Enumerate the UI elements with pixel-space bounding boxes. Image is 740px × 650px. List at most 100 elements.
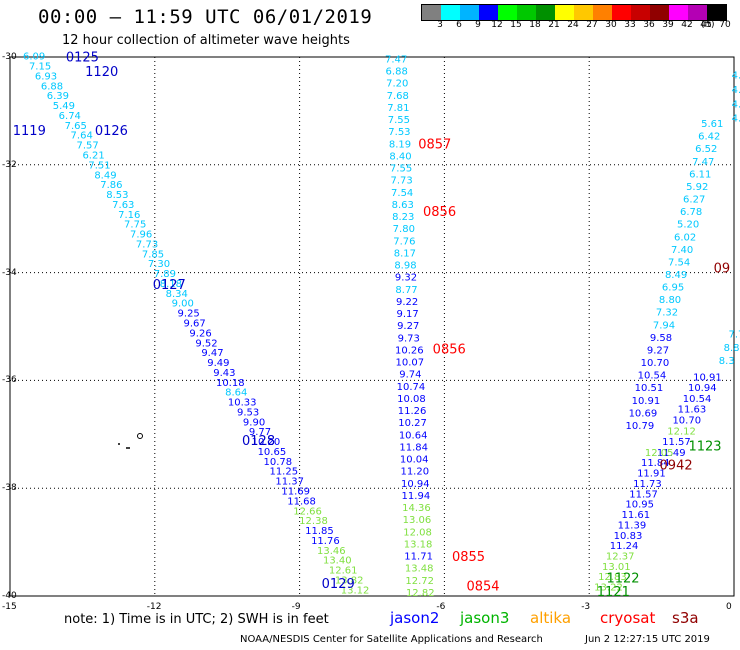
- wave-height-value: 6.95: [662, 283, 684, 294]
- wave-height-value: 8.77: [395, 285, 417, 296]
- wave-height-value: 7.47: [692, 157, 714, 168]
- wave-height-value: 12.08: [403, 527, 432, 538]
- lat-lon-grid: [9, 56, 735, 597]
- wave-height-value: 11.69: [281, 486, 310, 497]
- wave-height-value: 10.94: [688, 383, 717, 394]
- map-frame: [9, 56, 735, 597]
- wave-height-value: 7.47: [385, 54, 407, 65]
- wave-height-value: 10.69: [629, 408, 658, 419]
- wave-height-value: 13.46: [317, 546, 346, 557]
- color-scale-swatch: [688, 5, 707, 20]
- wave-height-value: 8.40: [389, 151, 411, 162]
- wave-height-value: 9.22: [396, 297, 418, 308]
- wave-height-value: 6.09: [23, 52, 45, 63]
- legend-item-s3a: s3a: [672, 609, 699, 627]
- wave-height-value: 10.94: [401, 479, 430, 490]
- wave-height-value: 5.49: [53, 101, 75, 112]
- wave-height-value: 9.17: [397, 309, 419, 320]
- pass-time-label: 0125: [66, 50, 99, 65]
- wave-height-value: 9.67: [183, 319, 205, 330]
- wave-height-value: 11.84: [399, 442, 428, 453]
- wave-height-value: 5.92: [686, 182, 708, 193]
- wave-height-value: 8.63: [392, 200, 414, 211]
- wave-height-value: 10.54: [638, 371, 667, 382]
- wave-height-value: 11.94: [402, 491, 431, 502]
- color-scale-swatch: [422, 5, 441, 20]
- wave-height-value: 11.73: [633, 479, 662, 490]
- pass-time-label: 0856: [423, 205, 456, 220]
- color-scale-swatch: [593, 5, 612, 20]
- wave-height-value: 11.71: [404, 552, 433, 563]
- color-scale-swatch: [555, 5, 574, 20]
- y-tick-label: -30: [2, 52, 17, 62]
- pass-time-label: 0856: [433, 342, 466, 357]
- wave-height-value: 13.82: [335, 575, 364, 586]
- wave-height-value: 10.18: [216, 378, 245, 389]
- wave-height-value: 12.83: [598, 572, 627, 583]
- wave-height-value: 10.26: [395, 345, 424, 356]
- wave-height-value: 11.57: [662, 437, 691, 448]
- wave-height-value: 7.76: [393, 236, 415, 247]
- color-scale-swatch: [498, 5, 517, 20]
- color-scale-label: 30: [605, 20, 617, 30]
- wave-height-value: 12.61: [329, 566, 358, 577]
- altimeter-tracks: 6.097.156.936.886.395.496.747.657.647.57…: [23, 52, 740, 599]
- y-tick-label: -36: [2, 375, 17, 386]
- wave-height-value: 10.70: [672, 416, 701, 427]
- wave-height-value: 10.91: [693, 372, 722, 383]
- wave-height-value: 8.8: [724, 343, 740, 354]
- wave-height-value: 4.: [732, 99, 740, 110]
- pass-time-label: 0128: [242, 434, 275, 449]
- wave-height-value: 13.18: [404, 539, 433, 550]
- wave-height-value: 10.64: [399, 430, 428, 441]
- pass-time-label: 0857: [418, 138, 451, 153]
- wave-height-value: 8.64: [225, 388, 247, 399]
- wave-height-value: 7.7: [728, 329, 740, 340]
- color-scale-swatch: [536, 5, 555, 20]
- wave-height-value: 10.04: [400, 455, 429, 466]
- color-scale-label: 3: [437, 20, 443, 30]
- wave-height-value: 6.78: [680, 207, 702, 218]
- wave-height-value: 12.05: [645, 448, 674, 459]
- x-tick-label: -12: [146, 602, 162, 612]
- wave-height-value: 10.33: [228, 398, 257, 409]
- wave-height-value: 9.47: [201, 348, 223, 359]
- track-a: 6.097.156.936.886.395.496.747.657.647.57…: [23, 52, 369, 597]
- wave-height-value: 11.91: [637, 469, 666, 480]
- wave-height-value: 6.21: [82, 151, 104, 162]
- wave-height-value: 7.20: [386, 79, 408, 90]
- wave-height-value: 9.43: [213, 368, 235, 379]
- wave-height-value: 13.40: [323, 556, 352, 567]
- wave-height-value: 7.54: [391, 188, 413, 199]
- legend-item-jason3: jason3: [460, 609, 510, 627]
- x-tick-label: -15: [2, 602, 17, 612]
- x-tick-label: -6: [436, 602, 446, 612]
- track-e: 12.0511.8411.9111.7311.5710.9511.6111.39…: [594, 448, 673, 594]
- wave-height-value: 9.27: [397, 321, 419, 332]
- wave-height-value: 8.19: [389, 139, 411, 150]
- wave-height-value: 6.52: [695, 144, 717, 155]
- wave-height-value: 6.27: [683, 195, 705, 206]
- legend-item-jason2: jason2: [390, 609, 440, 627]
- color-scale-label: 6: [456, 20, 462, 30]
- page-subtitle: 12 hour collection of altimeter wave hei…: [62, 33, 350, 48]
- color-scale-label: 45: [700, 20, 712, 30]
- wave-height-value: 7.16: [118, 210, 140, 221]
- color-scale-label: 42: [681, 20, 693, 30]
- wave-height-value: 12.37: [606, 552, 635, 563]
- color-scale-label: 21: [548, 20, 560, 30]
- wave-height-value: 10.65: [258, 447, 287, 458]
- island-mark: [137, 433, 143, 439]
- x-tick-label: -3: [581, 602, 591, 612]
- wave-height-value: 4.: [732, 114, 740, 125]
- x-tick-label: 0: [726, 602, 732, 612]
- pass-time-label: 1120: [85, 65, 118, 80]
- pass-time-label: 0855: [452, 550, 485, 565]
- wave-height-value: 10.51: [635, 383, 664, 394]
- wave-height-value: 7.54: [668, 257, 690, 268]
- wave-height-value: 13.22: [594, 583, 623, 594]
- wave-height-value: 11.84: [641, 458, 670, 469]
- y-tick-label: -38: [2, 483, 17, 494]
